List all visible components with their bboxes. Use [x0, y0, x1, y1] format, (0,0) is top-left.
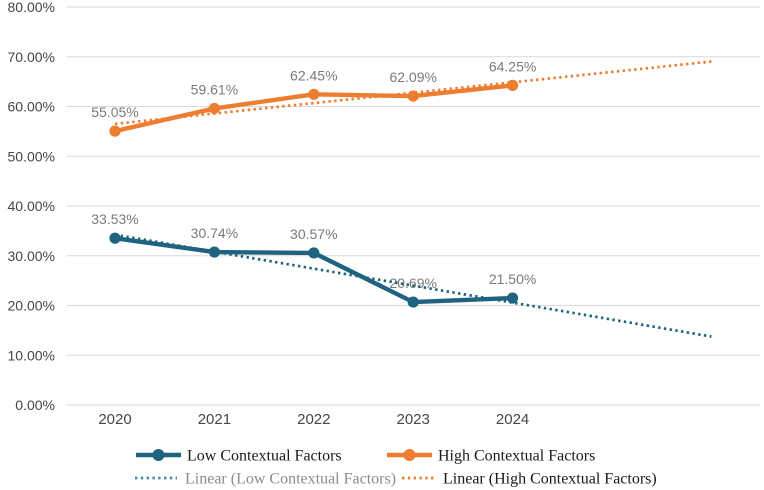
y-axis-tick-label: 60.00%: [8, 99, 55, 115]
legend-label-high-contextual-factors: High Contextual Factors: [438, 448, 595, 465]
data-point-low-contextual-factors-2020: [109, 232, 121, 244]
legend-entry-low-contextual-factors: Low Contextual Factors: [136, 448, 342, 465]
legend-marker-dot: [152, 449, 165, 461]
y-axis-tick-labels: 0.00% 10.00% 20.00% 30.00% 40.00% 50.00% 60.00…: [8, 0, 55, 413]
legend-label-linear-(low-contextual-factors): Linear (Low Contextual Factors): [185, 471, 396, 488]
y-axis-tick-label: 50.00%: [8, 148, 55, 164]
data-label-low-contextual-factors-2024: 21.50%: [489, 271, 536, 287]
y-axis-tick-label: 70.00%: [8, 49, 55, 65]
x-axis-tick-label: 2020: [98, 411, 131, 428]
data-label-low-contextual-factors-2022: 30.57%: [290, 226, 337, 242]
y-axis-tick-label: 40.00%: [8, 198, 55, 214]
y-axis-tick-label: 30.00%: [8, 248, 55, 264]
x-axis-tick-label: 2024: [496, 411, 529, 428]
legend-label-low-contextual-factors: Low Contextual Factors: [187, 448, 342, 465]
data-point-low-contextual-factors-2023: [407, 296, 419, 308]
data-point-high-contextual-factors-2021: [208, 102, 220, 115]
x-axis-tick-label: 2022: [297, 411, 330, 428]
data-label-high-contextual-factors-2021: 59.61%: [191, 81, 238, 97]
data-label-low-contextual-factors-2020: 33.53%: [91, 211, 138, 227]
data-labels-low-contextual-factors: 33.53%30.74% 30.57%20.69% 21.50%: [91, 211, 536, 291]
data-point-low-contextual-factors-2022: [308, 247, 320, 259]
data-label-high-contextual-factors-2020: 55.05%: [91, 104, 138, 120]
trendline-linear-(low-contextual-factors): [114, 233, 712, 338]
x-axis-tick-labels: 2020 2021 2022 2023 2024: [98, 411, 529, 428]
legend: Low Contextual Factors High Contextual Fa…: [135, 448, 657, 488]
trendline-linear-(high-contextual-factors): [114, 60, 712, 126]
legend-entry-linear-(low-contextual-factors): Linear (Low Contextual Factors): [135, 471, 396, 488]
data-point-high-contextual-factors-2022: [308, 88, 320, 100]
legend-entry-linear-(high-contextual-factors): Linear (High Contextual Factors): [402, 471, 657, 488]
data-label-high-contextual-factors-2023: 62.09%: [389, 69, 436, 85]
data-label-high-contextual-factors-2024: 64.25%: [489, 58, 536, 74]
y-axis-tick-label: 20.00%: [8, 298, 55, 314]
data-labels-high-contextual-factors: 55.05% 59.61% 62.45% 62.09% 64.25%: [91, 58, 536, 120]
y-axis-tick-label: 80.00%: [8, 0, 55, 15]
data-label-low-contextual-factors-2021: 30.74%: [191, 225, 238, 241]
x-axis-tick-label: 2023: [397, 411, 430, 428]
legend-label-linear-(high-contextual-factors): Linear (High Contextual Factors): [443, 471, 657, 488]
data-point-high-contextual-factors-2020: [109, 125, 121, 137]
y-axis-tick-label: 10.00%: [8, 347, 55, 363]
y-axis-tick-label: 0.00%: [15, 397, 55, 413]
data-label-high-contextual-factors-2022: 62.45%: [290, 67, 337, 83]
legend-entry-high-contextual-factors: High Contextual Factors: [387, 448, 595, 465]
x-axis-tick-label: 2021: [198, 411, 231, 428]
legend-marker-dot: [403, 449, 416, 461]
